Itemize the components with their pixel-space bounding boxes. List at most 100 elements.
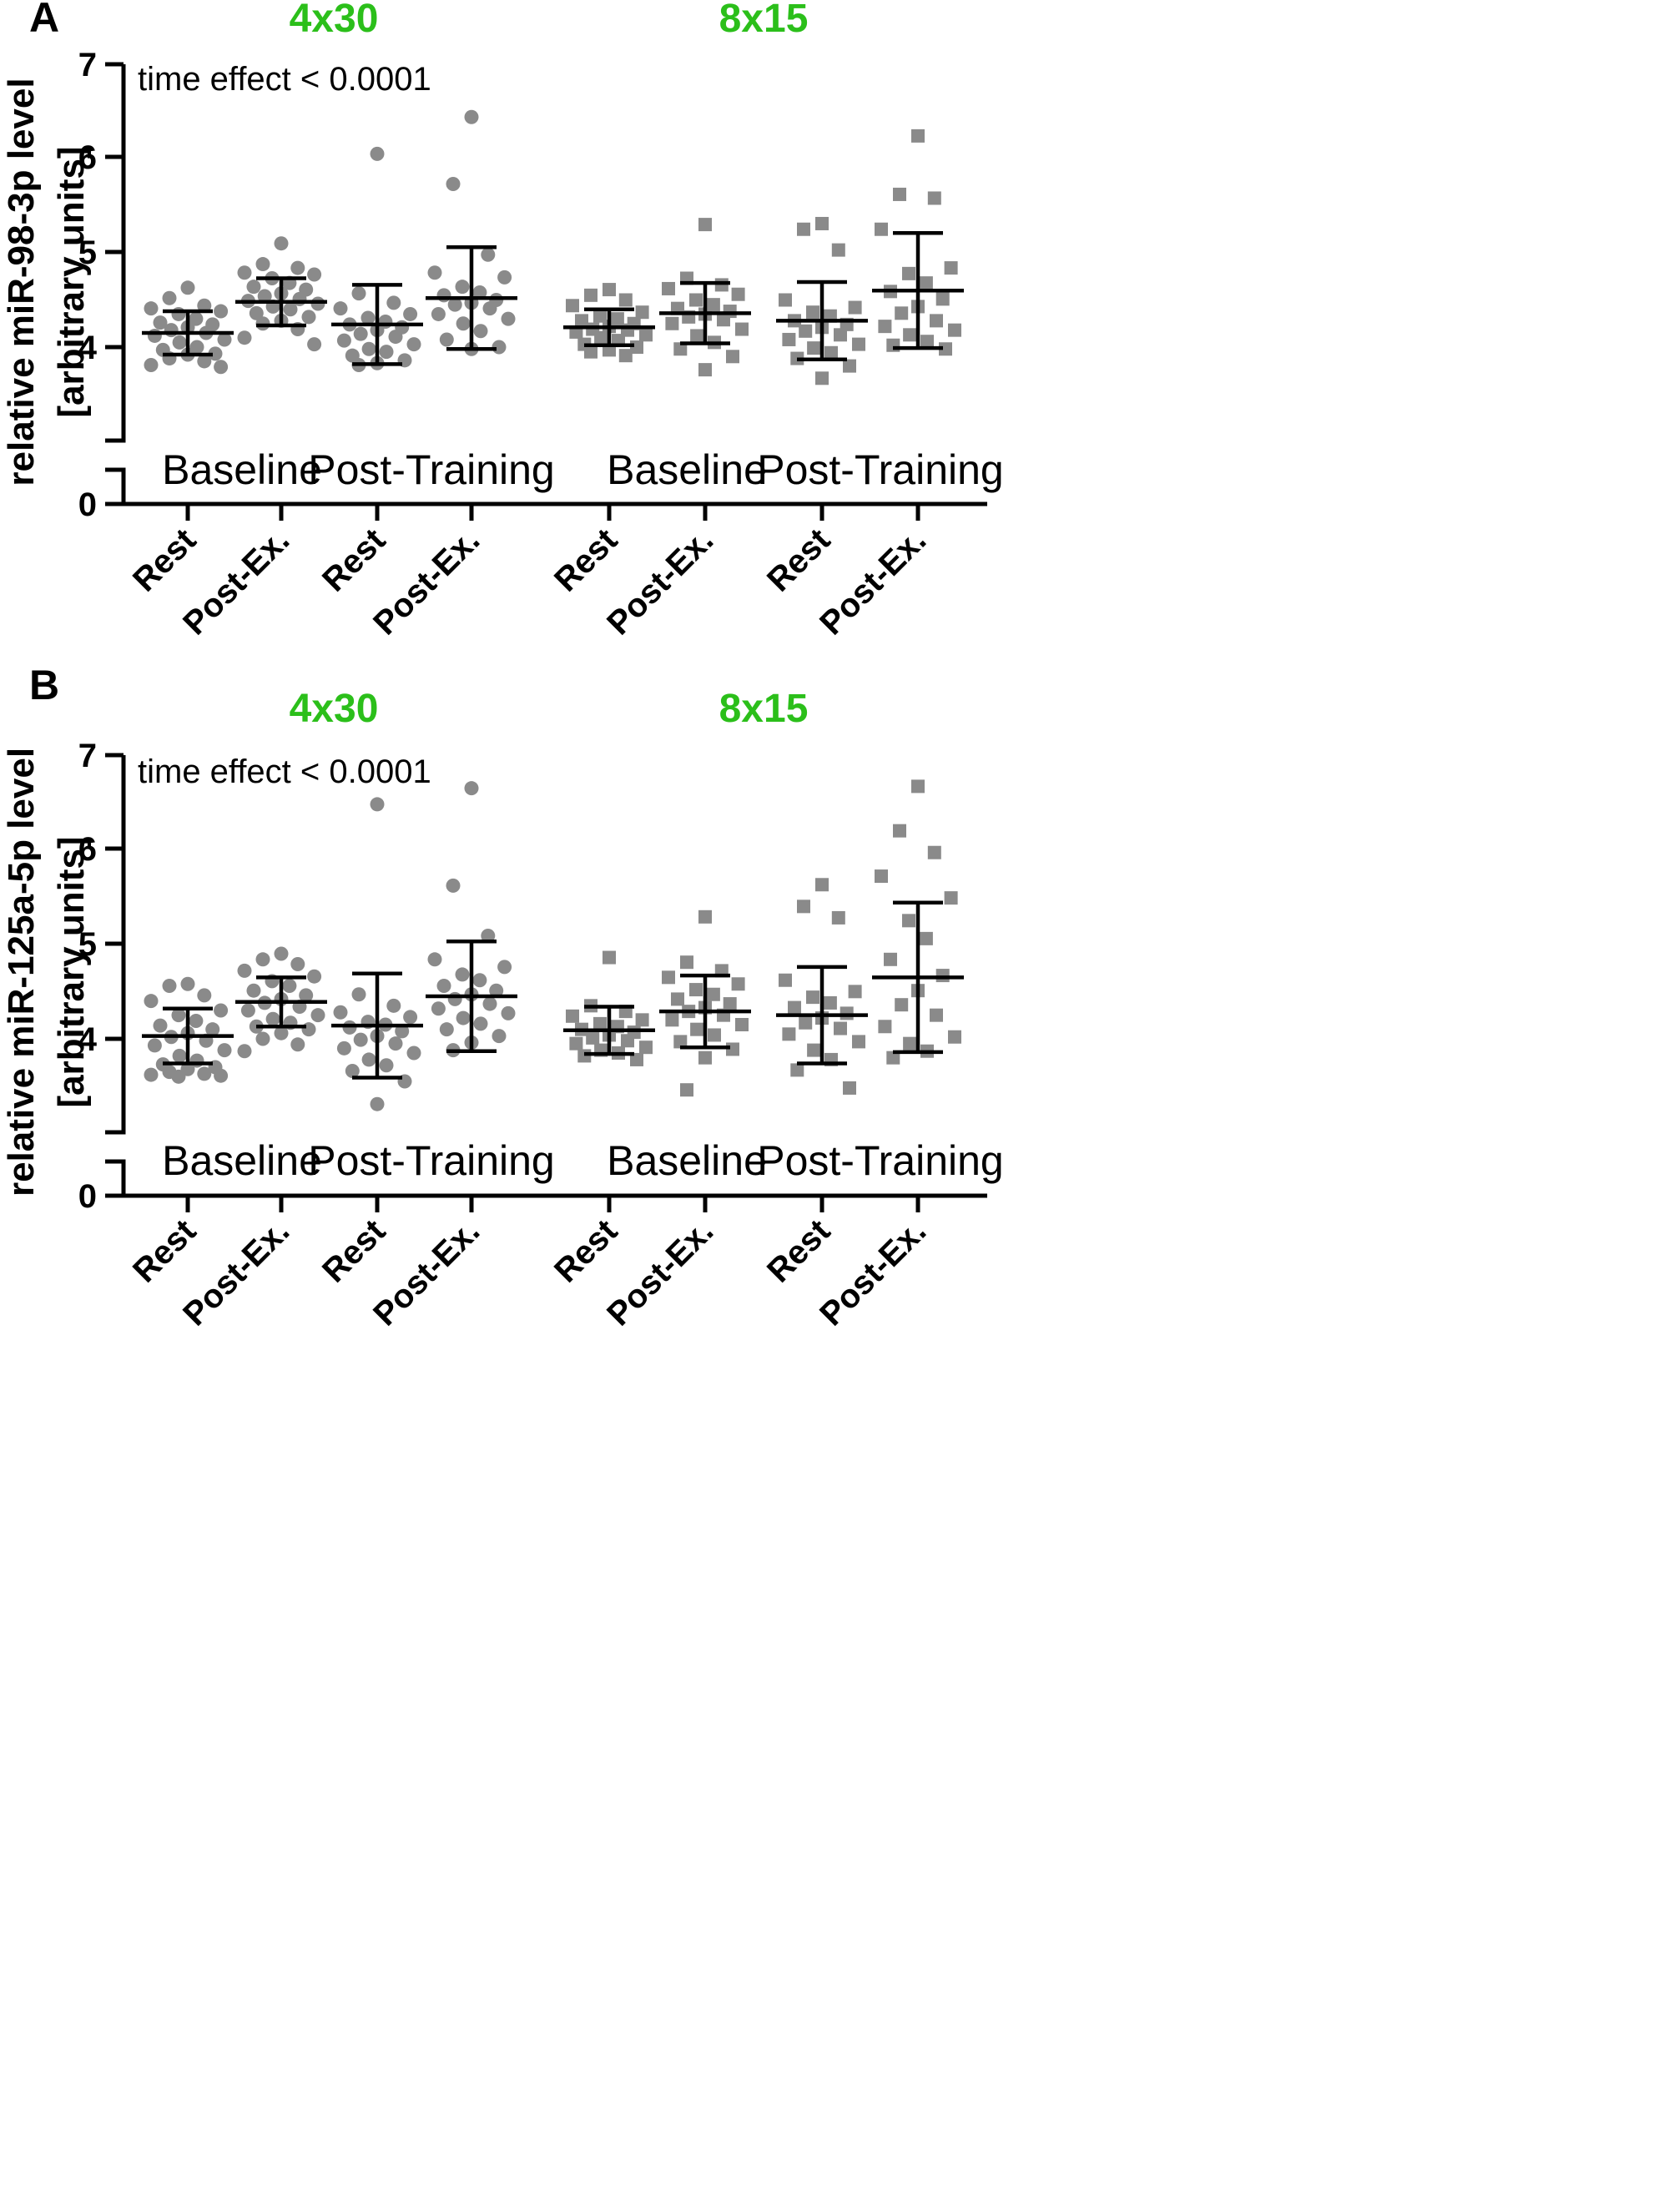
x-tick-label: Rest xyxy=(760,522,837,598)
data-point xyxy=(353,1032,368,1047)
data-point xyxy=(214,1003,229,1018)
data-point xyxy=(689,293,703,307)
series-4 xyxy=(426,781,517,1058)
data-point xyxy=(431,306,446,321)
data-point xyxy=(948,1030,961,1044)
series-2 xyxy=(235,236,327,352)
data-point xyxy=(345,1064,360,1079)
data-point xyxy=(237,963,252,978)
data-point xyxy=(172,335,187,350)
data-point xyxy=(464,781,479,796)
group-title: 8x15 xyxy=(719,0,809,41)
data-point xyxy=(147,1038,162,1053)
series-6 xyxy=(659,909,751,1097)
data-point xyxy=(782,1027,796,1041)
data-point xyxy=(726,350,739,364)
data-point xyxy=(439,332,454,347)
data-point xyxy=(361,341,376,356)
series-8 xyxy=(872,779,964,1065)
data-point xyxy=(481,247,496,262)
data-point xyxy=(455,280,470,295)
data-point xyxy=(290,956,305,971)
data-point xyxy=(875,869,888,884)
period-label: Baseline xyxy=(162,1137,322,1184)
x-tick-label: Rest xyxy=(126,522,203,598)
data-point xyxy=(283,302,298,317)
y-axis-label: relative miR-98-3p level xyxy=(1,78,42,486)
data-point xyxy=(779,973,792,987)
series-3 xyxy=(331,146,423,372)
data-point xyxy=(919,931,933,945)
data-point xyxy=(566,1009,579,1023)
x-tick-label: Post-Ex. xyxy=(600,522,720,642)
data-point xyxy=(290,260,305,275)
data-point xyxy=(386,295,401,310)
data-point xyxy=(935,292,950,306)
data-point xyxy=(217,332,232,347)
data-point xyxy=(807,1043,821,1057)
data-point xyxy=(639,328,653,342)
data-point xyxy=(351,987,366,1002)
data-point xyxy=(379,345,394,360)
series-5 xyxy=(563,950,655,1066)
data-point xyxy=(799,324,813,338)
data-point xyxy=(455,967,470,982)
data-point xyxy=(630,1052,643,1066)
series-4 xyxy=(426,109,517,356)
data-point xyxy=(464,109,479,124)
data-point xyxy=(217,1043,232,1058)
data-point xyxy=(237,1044,252,1059)
data-point xyxy=(282,979,297,994)
data-point xyxy=(577,1049,592,1063)
data-point xyxy=(698,218,712,232)
x-tick-label: Post-Ex. xyxy=(813,1212,933,1333)
data-point xyxy=(333,301,348,316)
data-point xyxy=(878,1020,892,1034)
data-point xyxy=(797,899,810,914)
data-point xyxy=(189,1013,204,1028)
data-point xyxy=(497,960,512,975)
data-point xyxy=(171,1008,186,1023)
data-point xyxy=(406,1046,421,1061)
data-point xyxy=(935,969,950,983)
data-point xyxy=(237,265,252,280)
data-point xyxy=(361,310,376,325)
data-point xyxy=(593,309,607,323)
data-point xyxy=(246,280,261,295)
data-point xyxy=(240,1003,255,1018)
data-point xyxy=(446,177,461,192)
data-point xyxy=(197,354,212,369)
series-6 xyxy=(659,218,751,377)
data-point xyxy=(919,276,933,290)
data-point xyxy=(265,1011,280,1026)
data-point xyxy=(274,946,289,961)
data-point xyxy=(893,187,906,201)
data-point xyxy=(431,1001,446,1016)
data-point xyxy=(342,1020,357,1035)
panel-a: A 4x30 8x15 relative miR-98-3p level [arbitr… xyxy=(1,0,1004,642)
data-point xyxy=(255,952,270,967)
data-point xyxy=(635,305,649,320)
data-point xyxy=(180,280,195,295)
data-point xyxy=(237,330,252,345)
data-point xyxy=(482,996,497,1011)
series-7 xyxy=(776,216,868,385)
data-point xyxy=(439,1022,454,1037)
data-point xyxy=(274,1025,289,1040)
data-point xyxy=(144,357,159,372)
data-point xyxy=(726,1042,739,1056)
data-point xyxy=(673,1035,688,1049)
y-axis-label-units: [arbitrary units] xyxy=(51,836,92,1107)
data-point xyxy=(379,1058,394,1073)
data-point xyxy=(307,267,322,282)
data-point xyxy=(671,992,684,1006)
data-point xyxy=(403,1010,418,1025)
series-2 xyxy=(235,946,327,1059)
data-point xyxy=(501,1005,516,1020)
annotation: time effect < 0.0001 xyxy=(138,61,431,98)
data-point xyxy=(144,994,159,1009)
data-point xyxy=(370,797,385,812)
data-point xyxy=(840,1006,854,1020)
data-point xyxy=(731,977,745,991)
